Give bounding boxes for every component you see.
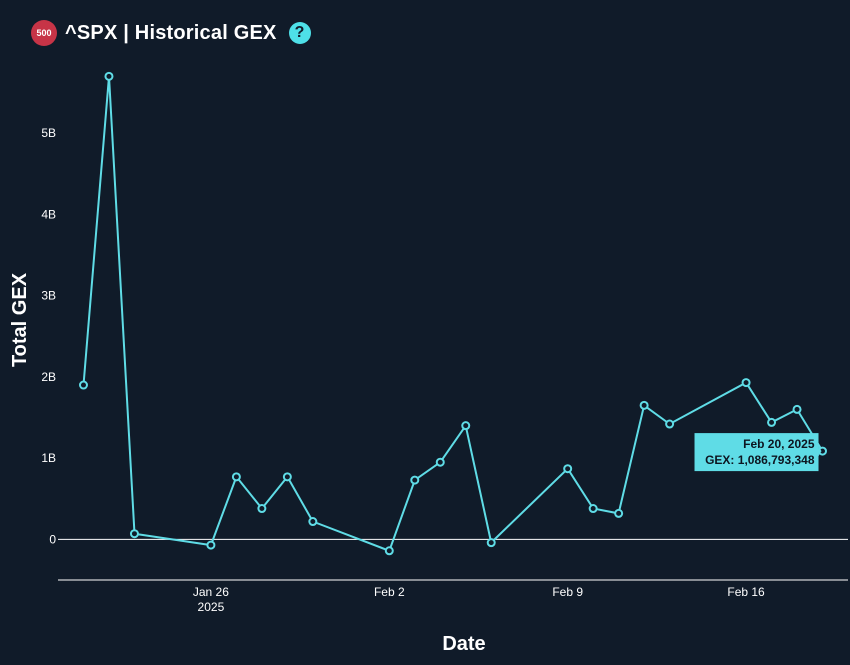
data-point[interactable] [563, 464, 573, 474]
data-point[interactable] [257, 504, 267, 514]
data-point[interactable] [461, 421, 471, 431]
data-point[interactable] [665, 419, 675, 429]
data-point[interactable] [129, 529, 139, 539]
tooltip-value: GEX: 1,086,793,348 [705, 453, 815, 467]
tooltip-box [694, 433, 819, 472]
y-axis-ticks: 0 1B 2B 3B 4B 5B [41, 126, 56, 546]
data-point[interactable] [104, 71, 114, 81]
chart-header: 500 ^SPX | Historical GEX ? [31, 20, 311, 46]
data-point[interactable] [588, 504, 598, 514]
data-point[interactable] [614, 508, 624, 518]
y-tick-label: 4B [41, 207, 56, 221]
x-tick-sublabel: 2025 [198, 600, 225, 614]
spx-500-logo: 500 [31, 20, 57, 46]
y-tick-label: 2B [41, 370, 56, 384]
data-point[interactable] [206, 540, 216, 550]
help-icon[interactable]: ? [288, 22, 311, 44]
data-point[interactable] [741, 378, 751, 388]
x-tick-label: Jan 26 [193, 585, 229, 599]
data-point[interactable] [639, 400, 649, 410]
y-tick-label: 5B [41, 126, 56, 140]
y-tick-label: 1B [41, 451, 56, 465]
page-title: ^SPX | Historical GEX [65, 21, 277, 44]
y-axis-title: Total GEX [9, 272, 31, 367]
y-tick-label: 0 [49, 532, 56, 546]
tooltip-pointer [818, 446, 822, 457]
data-point[interactable] [792, 404, 802, 414]
x-tick-label: Feb 16 [727, 585, 765, 599]
data-point[interactable] [231, 472, 241, 482]
data-point[interactable] [486, 538, 496, 548]
data-point[interactable] [767, 417, 777, 427]
data-point[interactable] [282, 472, 292, 482]
y-tick-label: 3B [41, 289, 56, 303]
x-tick-label: Feb 9 [552, 585, 583, 599]
series-line [82, 76, 824, 553]
x-axis-title: Date [442, 633, 485, 655]
data-point[interactable] [78, 380, 88, 390]
data-point[interactable] [384, 546, 394, 556]
x-tick-label: Feb 2 [374, 585, 405, 599]
data-point[interactable] [308, 517, 318, 527]
data-point[interactable] [435, 457, 445, 467]
hover-tooltip: Feb 20, 2025 GEX: 1,086,793,348 [694, 433, 822, 472]
tooltip-date: Feb 20, 2025 [743, 437, 815, 451]
data-markers [78, 71, 828, 556]
data-point[interactable] [410, 475, 420, 485]
